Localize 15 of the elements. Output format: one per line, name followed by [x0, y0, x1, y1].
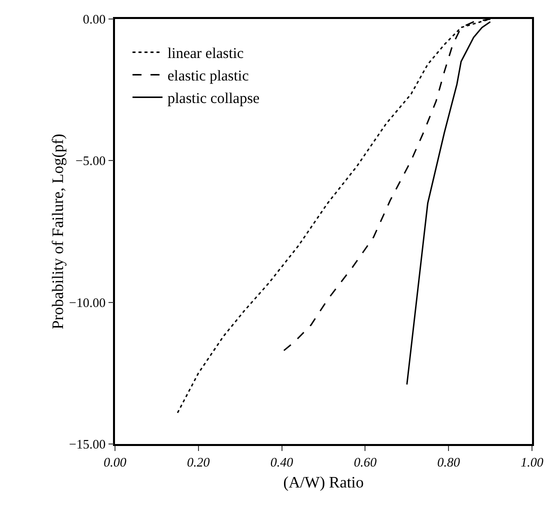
- x-tick-label: 1.00: [520, 454, 544, 470]
- x-tick-label: 0.40: [270, 454, 294, 470]
- y-tick-label: −15.00: [69, 436, 106, 452]
- x-tick-label: 0.00: [104, 454, 127, 470]
- legend-label: elastic plastic: [168, 68, 250, 85]
- y-tick-label: −5.00: [76, 153, 106, 168]
- x-tick-label: 0.80: [437, 454, 460, 470]
- y-tick-label: 0.00: [82, 12, 106, 27]
- x-tick-label: 0.60: [354, 454, 378, 470]
- legend-label: linear elastic: [168, 46, 244, 62]
- x-axis-title: (A/W) Ratio: [283, 474, 364, 492]
- y-axis-title: Probability of Failure, Log(pf): [50, 134, 68, 330]
- y-tick-label: −10.00: [69, 294, 106, 310]
- x-tick-label: 0.20: [187, 454, 210, 470]
- legend-label: plastic collapse: [168, 91, 260, 108]
